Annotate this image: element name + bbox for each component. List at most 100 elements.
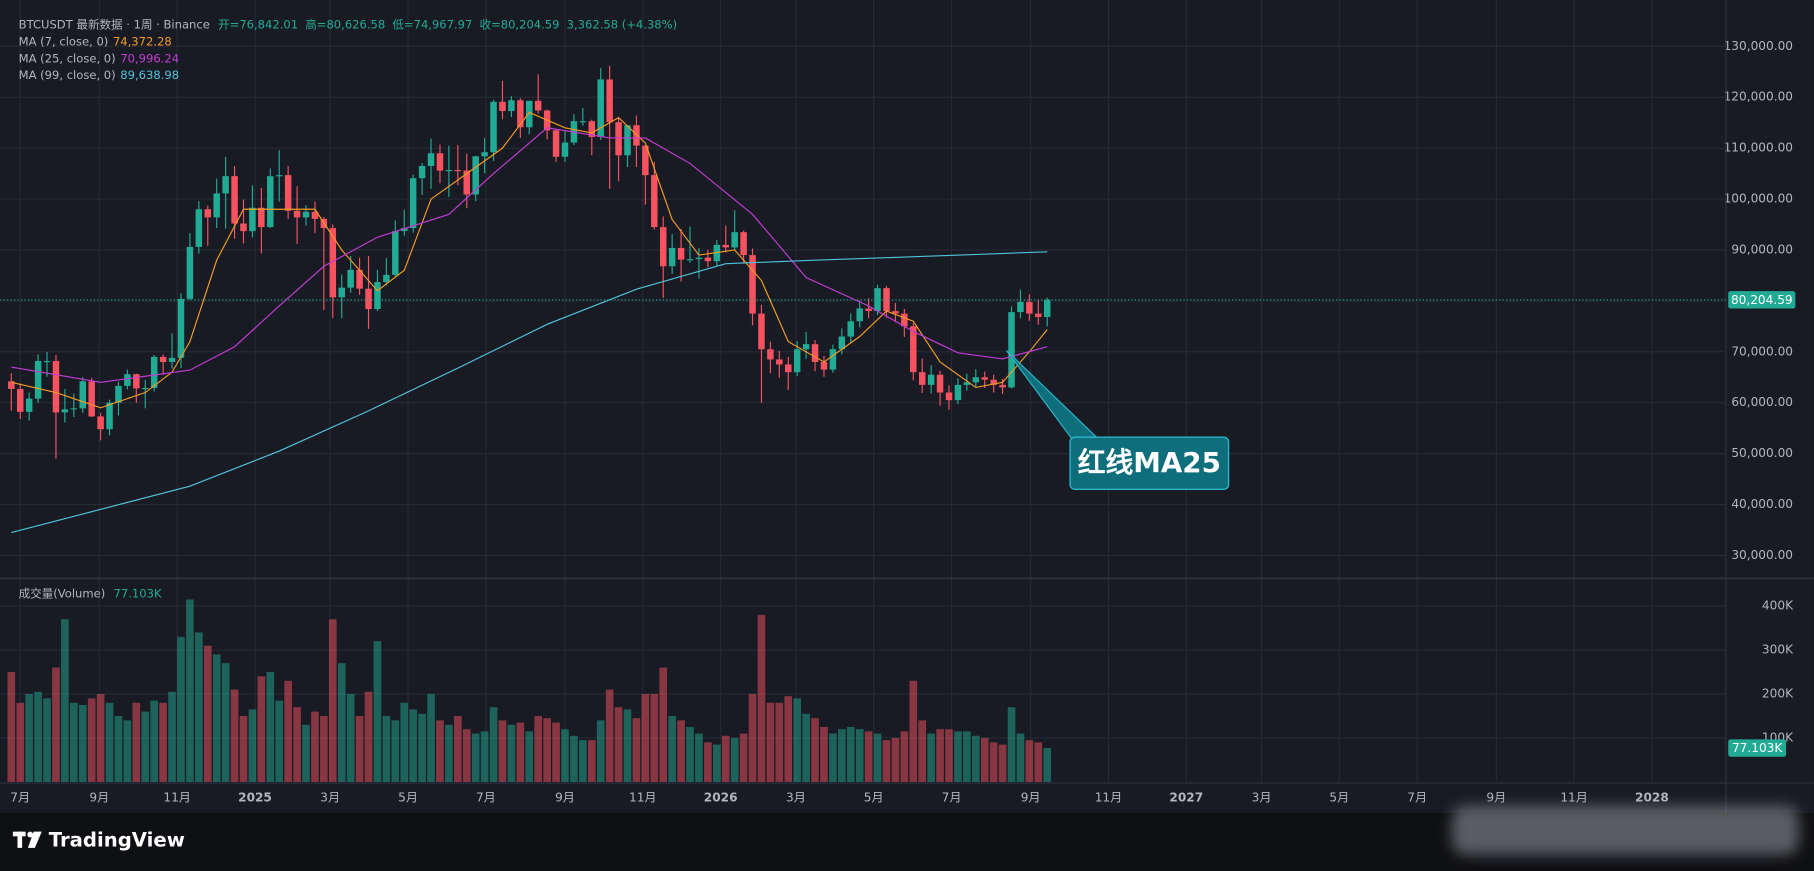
last-volume-label: 77.103K bbox=[1732, 741, 1783, 755]
candle-body bbox=[70, 408, 78, 410]
candle-body bbox=[722, 244, 729, 248]
candle-body bbox=[427, 153, 435, 166]
volume-bar bbox=[864, 731, 873, 782]
volume-bar bbox=[525, 731, 534, 782]
annotation-text: 红线MA25 bbox=[1078, 446, 1221, 479]
candle-body bbox=[829, 349, 837, 370]
candle-body bbox=[150, 356, 158, 388]
volume-bar bbox=[980, 737, 989, 782]
volume-tick-label: 200K bbox=[1762, 686, 1794, 700]
candle-body bbox=[240, 223, 247, 232]
annotation: 红线MA25 bbox=[1006, 350, 1230, 490]
candle-body bbox=[445, 170, 453, 172]
candle-body bbox=[856, 308, 863, 322]
volume-bar bbox=[552, 722, 560, 782]
volume-bar bbox=[114, 715, 123, 782]
volume-bar bbox=[239, 715, 248, 782]
logo-stem bbox=[17, 831, 23, 848]
ma-name: MA (99, close, 0) bbox=[19, 68, 116, 82]
x-tick-label: 11月 bbox=[163, 791, 191, 805]
volume-bar bbox=[43, 698, 51, 782]
y-tick-label: 70,000.00 bbox=[1731, 344, 1793, 358]
ma-name: MA (7, close, 0) bbox=[19, 34, 109, 48]
volume-tick-label: 300K bbox=[1762, 643, 1794, 657]
x-tick-label: 2027 bbox=[1169, 791, 1203, 805]
volume-bar bbox=[257, 676, 266, 782]
volume-bar bbox=[704, 742, 712, 782]
callout-box bbox=[1069, 436, 1230, 490]
candle-body bbox=[329, 228, 337, 298]
last-price-label: 80,204.59 bbox=[1731, 293, 1793, 307]
x-tick-label: 5月 bbox=[1329, 791, 1349, 805]
volume-bar bbox=[1025, 740, 1034, 782]
candle-body bbox=[534, 100, 542, 111]
candle-body bbox=[776, 359, 783, 365]
ma-legend: MA (7, close, 0) 74,372.28 MA (25, close, … bbox=[19, 34, 179, 82]
x-tick-label: 11月 bbox=[1560, 791, 1588, 805]
volume-bar bbox=[686, 726, 694, 782]
volume-value: 77.103K bbox=[114, 586, 162, 600]
candle-body bbox=[1035, 313, 1042, 317]
candle-body bbox=[847, 321, 855, 337]
volume-bar bbox=[793, 698, 802, 782]
candle-body bbox=[204, 209, 212, 218]
ma-value: 74,372.28 bbox=[113, 34, 172, 48]
volume-bar bbox=[186, 599, 194, 782]
candle-body bbox=[124, 374, 131, 386]
ohlc-high: 高=80,626.58 bbox=[305, 17, 385, 31]
volume-bar bbox=[78, 704, 87, 782]
x-tick-label: 3月 bbox=[1252, 791, 1272, 805]
volume-bar bbox=[284, 680, 292, 782]
ma-line bbox=[11, 127, 1048, 383]
volume-bar bbox=[605, 689, 614, 782]
volume-bar bbox=[748, 693, 757, 782]
volume-bar bbox=[963, 731, 971, 782]
volume-bar bbox=[436, 720, 444, 782]
volume-bar bbox=[203, 645, 212, 782]
candle-body bbox=[642, 145, 649, 176]
candle-body bbox=[454, 170, 462, 172]
volume-bar bbox=[275, 700, 284, 782]
candle-body bbox=[981, 377, 988, 380]
volume-bar bbox=[221, 663, 230, 782]
ma-legend-item: MA (99, close, 0) 89,638.98 bbox=[19, 68, 179, 82]
volume-bar bbox=[695, 733, 703, 782]
candle-body bbox=[159, 356, 167, 362]
plot-layer: 7月 9月 11月 2025 3月 5月 7月 9月 11月 2026 3月 5月 7月 9月 11月 202… bbox=[0, 0, 1814, 814]
volume-bar bbox=[266, 672, 275, 782]
candle-body bbox=[704, 257, 712, 262]
candle-body bbox=[267, 176, 274, 228]
candle-body bbox=[311, 211, 319, 219]
volume-bar bbox=[989, 742, 998, 782]
candle-body bbox=[606, 79, 613, 123]
footer: TradingView bbox=[12, 806, 1799, 855]
last-volume-tag bbox=[1728, 739, 1787, 757]
candle-body bbox=[615, 122, 622, 156]
volume-bar bbox=[87, 698, 96, 782]
candle-body bbox=[963, 382, 971, 385]
x-tick-label: 7月 bbox=[476, 791, 496, 805]
volume-bar bbox=[677, 720, 685, 782]
candle-body bbox=[954, 384, 962, 401]
candle-body bbox=[883, 288, 890, 312]
candle-body bbox=[88, 381, 95, 417]
volume-bar bbox=[873, 733, 882, 782]
volume-bar bbox=[471, 733, 480, 782]
volume-bar bbox=[766, 702, 775, 782]
volume-bar bbox=[328, 619, 337, 782]
candle-body bbox=[463, 170, 470, 195]
candle-body bbox=[552, 130, 560, 157]
candle-body bbox=[990, 379, 997, 385]
candle-body bbox=[383, 274, 390, 283]
volume-bar bbox=[382, 715, 391, 782]
candle-body bbox=[785, 364, 792, 373]
candle-body bbox=[275, 175, 283, 177]
volume-bar bbox=[534, 715, 543, 782]
candle-body bbox=[284, 175, 292, 211]
candle-body bbox=[43, 360, 51, 363]
candle-body bbox=[1043, 299, 1051, 317]
candle-body bbox=[740, 232, 747, 256]
candle-body bbox=[356, 269, 363, 289]
